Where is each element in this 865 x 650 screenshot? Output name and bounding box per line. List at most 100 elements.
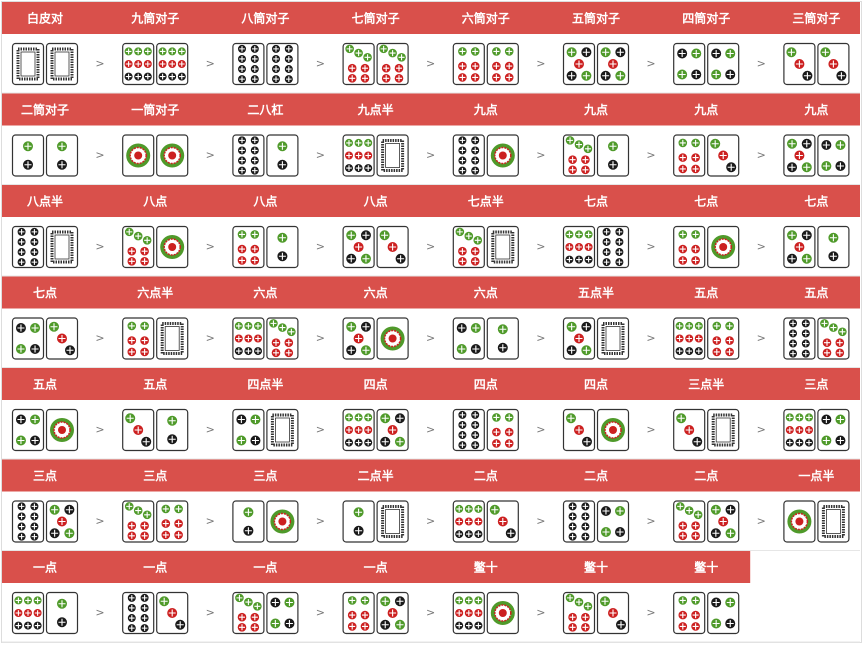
tile bbox=[45, 42, 79, 86]
tile bbox=[11, 500, 45, 543]
pip-core bbox=[278, 517, 287, 526]
hand-label: 四点 bbox=[584, 377, 608, 392]
pip-cross bbox=[803, 255, 811, 263]
pip-cross bbox=[135, 233, 142, 240]
pip-cross bbox=[251, 624, 258, 631]
pip-cross bbox=[576, 231, 582, 238]
separator: > bbox=[316, 332, 325, 345]
blank-frame bbox=[160, 322, 184, 355]
hand-label: 六点半 bbox=[137, 285, 173, 300]
pip-cross bbox=[465, 233, 472, 240]
pip-cross bbox=[466, 506, 472, 512]
pip-cross bbox=[396, 438, 404, 446]
pip-cross bbox=[239, 167, 245, 174]
hand-label: 八点 bbox=[142, 194, 167, 209]
tile-face bbox=[817, 500, 850, 543]
pip-cross bbox=[271, 599, 279, 606]
pip-cross bbox=[475, 518, 482, 525]
pip-cross bbox=[616, 229, 623, 235]
pip-cross bbox=[24, 161, 32, 169]
tile-face bbox=[486, 42, 519, 86]
tile bbox=[232, 500, 265, 543]
pip-cross bbox=[788, 231, 796, 239]
pip-cross bbox=[803, 340, 809, 347]
pip-cross bbox=[582, 614, 589, 621]
pip-core bbox=[168, 151, 177, 160]
pip-cross bbox=[135, 507, 142, 514]
tile bbox=[232, 225, 265, 269]
pip-cross bbox=[679, 612, 686, 619]
pip-cross bbox=[566, 231, 573, 238]
pip-cross bbox=[252, 46, 258, 52]
pip-cross bbox=[576, 256, 582, 263]
pip-cross bbox=[679, 522, 686, 529]
pip-cross bbox=[686, 348, 692, 354]
pip-cross bbox=[616, 249, 623, 255]
pip-core bbox=[58, 426, 66, 434]
pip-cross bbox=[389, 609, 397, 617]
pip-cross bbox=[566, 256, 573, 263]
separator: > bbox=[646, 149, 655, 162]
pip-cross bbox=[679, 597, 686, 604]
tile-face bbox=[266, 408, 299, 452]
pip-cross bbox=[472, 422, 478, 428]
pip-cross bbox=[128, 322, 135, 329]
pip-cross bbox=[803, 163, 811, 171]
tile bbox=[562, 134, 596, 177]
pip-cross bbox=[273, 66, 279, 72]
pip-cross bbox=[239, 147, 245, 154]
pip-cross bbox=[18, 259, 25, 265]
separator: > bbox=[206, 515, 215, 528]
pip-cross bbox=[398, 54, 405, 61]
pip-cross bbox=[582, 523, 589, 530]
pip-cross bbox=[472, 442, 478, 448]
pip-cross bbox=[126, 228, 133, 235]
pip-cross bbox=[141, 532, 148, 539]
pip-cross bbox=[686, 323, 692, 329]
separator: > bbox=[536, 240, 545, 253]
hand-label: 五点 bbox=[804, 285, 828, 300]
pip-cross bbox=[362, 231, 370, 239]
pip-cross bbox=[239, 66, 245, 72]
hand-label: 四点 bbox=[364, 377, 388, 392]
tile-face bbox=[452, 317, 485, 360]
pip-cross bbox=[466, 622, 472, 629]
pip-cross bbox=[362, 323, 370, 331]
pip-cross bbox=[679, 154, 686, 161]
tile bbox=[376, 225, 409, 269]
pip-cross bbox=[678, 71, 686, 78]
pip-cross bbox=[18, 249, 25, 255]
pip-cross bbox=[456, 228, 463, 235]
pip-cross bbox=[361, 75, 369, 82]
tile-face bbox=[156, 317, 189, 360]
pip-cross bbox=[129, 625, 135, 631]
pip-cross bbox=[466, 518, 472, 525]
tile-face bbox=[562, 500, 596, 543]
tile-face bbox=[817, 134, 850, 177]
tile bbox=[707, 500, 740, 543]
tile-face bbox=[156, 500, 189, 543]
pip-cross bbox=[237, 437, 245, 444]
pip-cross bbox=[141, 337, 148, 344]
tile-face bbox=[45, 134, 79, 177]
pip-cross bbox=[575, 599, 583, 606]
pip-cross bbox=[692, 623, 699, 630]
pip-cross bbox=[459, 48, 466, 55]
pip-cross bbox=[355, 414, 362, 421]
pip-cross bbox=[726, 337, 733, 344]
tile bbox=[817, 500, 850, 543]
tile bbox=[376, 591, 409, 635]
tile bbox=[707, 42, 740, 86]
pip-cross bbox=[169, 48, 175, 55]
tile bbox=[486, 500, 519, 543]
hand-label: 五点 bbox=[694, 285, 718, 300]
pip-cross bbox=[238, 624, 246, 631]
hand-label: 一筒对子 bbox=[131, 102, 179, 117]
tile bbox=[122, 408, 155, 452]
tile bbox=[817, 317, 850, 360]
pip-cross bbox=[18, 229, 25, 235]
blank-inner bbox=[385, 143, 401, 168]
pip-cross bbox=[65, 529, 73, 537]
tile-face bbox=[45, 591, 79, 635]
pip-cross bbox=[582, 513, 589, 520]
